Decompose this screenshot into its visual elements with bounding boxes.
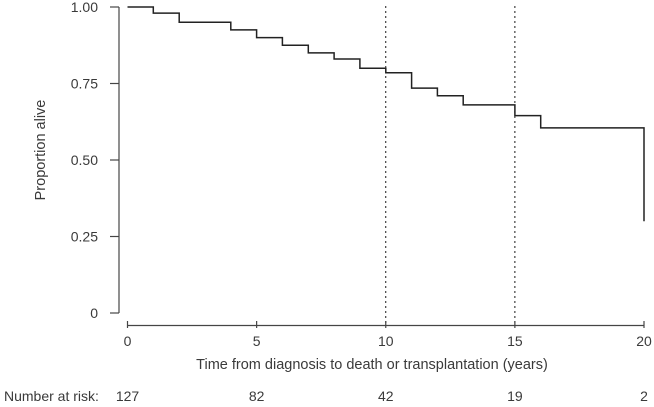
y-tick-label: 0.75	[71, 75, 98, 91]
risk-count-5y: 82	[249, 388, 265, 404]
y-axis-title: Proportion alive	[33, 100, 49, 201]
x-tick-label: 15	[507, 333, 523, 349]
x-axis: 0 5 10 15 20	[124, 321, 652, 349]
risk-table-label: Number at risk:	[4, 388, 99, 404]
x-tick-label: 20	[636, 333, 652, 349]
risk-table-counts: 127 82 42 19 2	[116, 388, 648, 404]
x-tick-label: 0	[124, 333, 132, 349]
y-axis: 1.00 0.75 0.50 0.25 0	[71, 0, 120, 321]
risk-count-0y: 127	[116, 388, 140, 404]
survival-step-path	[127, 6, 645, 222]
y-tick-label: 1.00	[71, 0, 98, 15]
risk-count-10y: 42	[378, 388, 394, 404]
x-axis-title: Time from diagnosis to death or transpla…	[196, 357, 548, 373]
x-tick-label: 5	[253, 333, 261, 349]
risk-count-20y: 2	[640, 388, 648, 404]
reference-lines	[385, 6, 516, 324]
y-tick-label: 0.50	[71, 152, 98, 168]
y-tick-label: 0	[90, 305, 98, 321]
survival-curve	[127, 6, 645, 222]
risk-count-15y: 19	[507, 388, 523, 404]
y-tick-label: 0.25	[71, 228, 98, 244]
x-tick-label: 10	[378, 333, 394, 349]
